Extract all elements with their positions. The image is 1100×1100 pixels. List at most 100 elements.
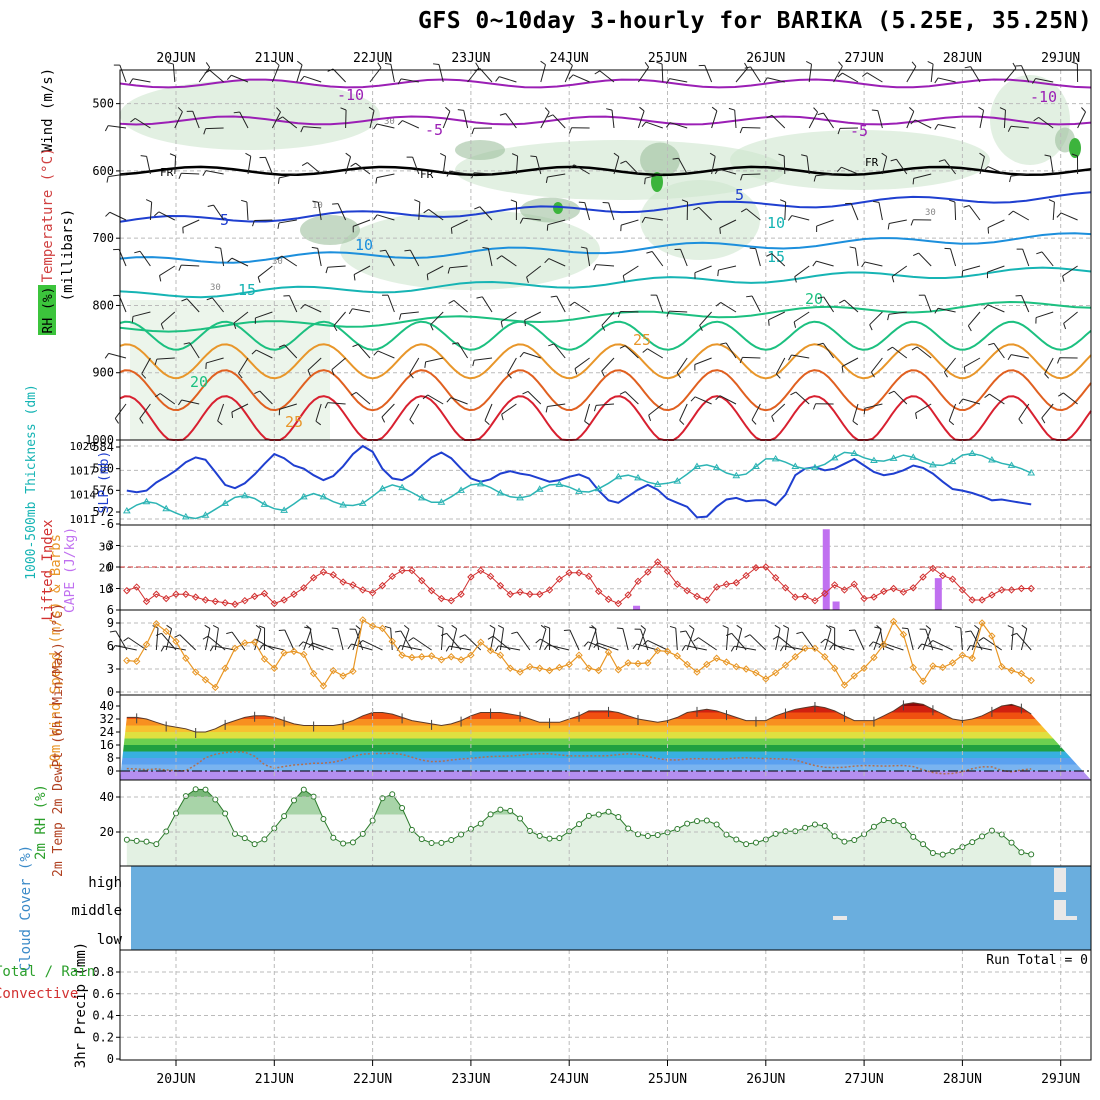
isotherm-20 <box>119 300 1092 333</box>
barb-shaft <box>841 166 859 175</box>
wind-barb <box>934 123 956 130</box>
tick-label: 584 <box>92 440 114 454</box>
wind-barb <box>918 294 932 313</box>
barb-shaft <box>793 311 810 323</box>
barb-flag <box>643 640 649 646</box>
barb-flag <box>1007 354 1012 361</box>
wind-speed-point <box>614 666 623 674</box>
barb-shaft <box>182 219 200 228</box>
wind-barb <box>1062 265 1078 282</box>
rh-point <box>654 831 661 838</box>
wind-barb <box>154 357 175 365</box>
barb-shaft <box>932 640 953 651</box>
wind-barb <box>254 311 273 324</box>
wind-barb <box>837 127 859 135</box>
wind-barb <box>139 403 151 424</box>
wind-speed-point <box>978 619 986 627</box>
barb-shaft <box>108 352 127 359</box>
barb-flag <box>394 630 401 633</box>
barb-flag <box>1062 275 1065 282</box>
wind-speed-point <box>467 651 475 659</box>
barb-flag <box>780 645 784 652</box>
wind-10m-axis-label: 10m Wind Speed (m/s) & Barbs <box>48 534 64 770</box>
lifted-index-point <box>889 584 898 593</box>
barb-flag <box>214 246 221 249</box>
wind-barb <box>642 348 664 359</box>
cape-tick-label: 20 <box>99 562 112 575</box>
barb-flag <box>347 643 352 650</box>
thickness-point <box>476 479 485 487</box>
barb-flag <box>160 645 165 652</box>
isotherm-warm <box>119 320 1092 351</box>
barb-shaft <box>220 248 225 267</box>
rh-point <box>811 821 818 828</box>
li-axis-label: Lifted Index <box>40 519 56 620</box>
barb-flag <box>620 160 627 164</box>
tick-label: -6 <box>100 517 114 531</box>
lifted-index-point <box>988 591 996 599</box>
barb-flag <box>277 222 280 229</box>
wind-speed-point <box>427 652 436 660</box>
barb-flag <box>496 255 502 260</box>
temp-bands <box>120 702 1091 780</box>
barb-shaft <box>351 643 373 651</box>
wind-barb <box>134 250 151 267</box>
barb-flag <box>1044 154 1051 157</box>
barb-shaft <box>651 251 664 267</box>
wind-barb <box>861 72 883 83</box>
wind-barb <box>368 106 375 129</box>
barb-shaft <box>987 265 1005 273</box>
temp-axis-label: 2m Temp 2m DewPt (6hr Min/Max) (°C) <box>51 603 66 877</box>
barb-flag <box>870 371 875 378</box>
barb-shaft <box>873 629 882 651</box>
wind-barb <box>104 352 127 359</box>
barb-shaft <box>967 311 981 327</box>
barb-flag <box>744 66 751 69</box>
barb-flag <box>499 113 506 116</box>
wind-speed-point <box>801 644 809 653</box>
wind-barb <box>259 156 273 175</box>
wind-speed-point <box>742 665 750 673</box>
barb-shaft <box>108 173 127 178</box>
tick-label: 900 <box>92 366 114 380</box>
lifted-index-point <box>496 581 505 590</box>
barb-shaft <box>400 630 413 651</box>
wind-barb <box>472 357 493 367</box>
thickness-point <box>417 493 426 501</box>
date-label-top: 22JUN <box>353 51 392 66</box>
barb-shaft <box>284 629 295 651</box>
barb-flag <box>535 638 541 644</box>
wind-barb-10m <box>347 643 373 651</box>
wind-speed-point <box>939 663 947 672</box>
barb-flag <box>641 217 646 223</box>
barb-shaft <box>449 645 471 651</box>
wind-barb <box>805 60 813 83</box>
barb-flag <box>849 246 856 249</box>
lifted-index-point <box>437 594 446 603</box>
barb-flag <box>352 343 359 348</box>
wind-barb <box>233 311 249 329</box>
barb-flag <box>1012 62 1017 69</box>
barb-shaft <box>231 403 249 413</box>
wind-barb <box>350 162 371 175</box>
tick-label: 6 <box>107 639 114 653</box>
barb-flag <box>373 123 378 130</box>
wind-barb-10m <box>109 630 128 651</box>
barb-flag <box>665 122 671 128</box>
barb-shaft <box>333 311 346 327</box>
slp-axis-label: SLP (mb) <box>97 451 112 514</box>
barb-shaft <box>158 211 176 221</box>
thickness-point <box>535 485 544 492</box>
barb-flag <box>312 200 319 203</box>
lifted-index-point <box>280 596 288 604</box>
barb-shaft <box>390 64 395 83</box>
tick-label: 40 <box>100 699 114 713</box>
wind-barb <box>1018 403 1030 425</box>
wind-speed-point <box>132 657 141 666</box>
wind-barb-10m <box>643 640 668 651</box>
barb-shaft <box>795 391 810 405</box>
barb-shaft <box>164 645 186 651</box>
barb-flag <box>471 172 475 179</box>
wind-barb <box>666 78 688 85</box>
thickness-point <box>968 449 977 456</box>
